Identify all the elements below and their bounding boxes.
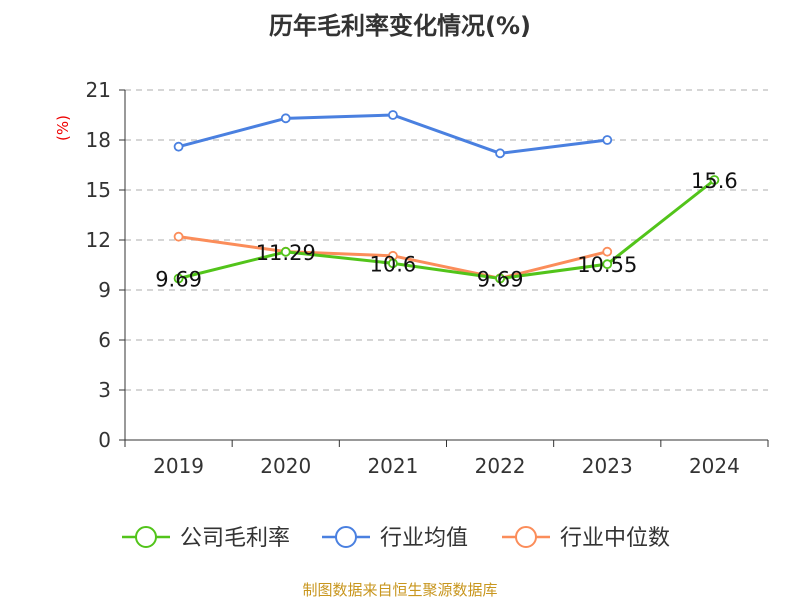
y-tick-label: 18 xyxy=(86,128,111,152)
y-tick-label: 15 xyxy=(86,178,111,202)
source-note: 制图数据来自恒生聚源数据库 xyxy=(302,581,498,599)
y-tick-label: 0 xyxy=(98,428,111,452)
legend-label: 行业均值 xyxy=(380,526,468,551)
data-label: 11.29 xyxy=(256,241,316,265)
data-point xyxy=(280,113,291,124)
x-tick-label: 2023 xyxy=(582,454,633,478)
data-point xyxy=(388,258,398,269)
y-tick-label: 12 xyxy=(86,228,111,252)
y-tick-label: 21 xyxy=(86,78,111,102)
x-tick-label: 2021 xyxy=(367,454,418,478)
data-label: 10.6 xyxy=(370,252,417,276)
x-tick-label: 2019 xyxy=(153,454,204,478)
data-point xyxy=(280,246,291,257)
y-tick-label: 9 xyxy=(98,278,111,302)
data-label: 10.55 xyxy=(577,253,637,277)
data-point xyxy=(173,141,184,152)
y-tick-label: 3 xyxy=(98,378,111,402)
series-line-1 xyxy=(178,113,608,155)
x-tick-label: 2022 xyxy=(475,454,526,478)
x-tick-label: 2024 xyxy=(689,454,740,478)
data-point xyxy=(173,273,184,284)
data-point xyxy=(495,148,505,159)
data-point xyxy=(602,246,613,257)
y-axis-label: (%) xyxy=(54,115,72,141)
legend-marker-icon xyxy=(135,526,157,548)
chart-title: 历年毛利率变化情况(%) xyxy=(269,12,531,40)
data-point xyxy=(602,259,613,270)
data-label: 9.69 xyxy=(155,268,202,292)
legend-label: 公司毛利率 xyxy=(180,526,290,551)
y-tick-label: 6 xyxy=(98,328,111,352)
x-tick-label: 2020 xyxy=(260,454,311,478)
legend-marker-icon xyxy=(515,526,537,548)
data-point xyxy=(709,175,720,185)
series-line-0 xyxy=(178,178,716,281)
data-point xyxy=(173,231,184,242)
data-point xyxy=(388,110,398,120)
data-label: 9.69 xyxy=(477,268,524,292)
legend-marker-icon xyxy=(335,526,357,548)
data-label: 15.6 xyxy=(691,169,738,193)
data-point xyxy=(602,135,613,145)
legend-label: 行业中位数 xyxy=(560,526,670,551)
data-point xyxy=(495,273,505,284)
